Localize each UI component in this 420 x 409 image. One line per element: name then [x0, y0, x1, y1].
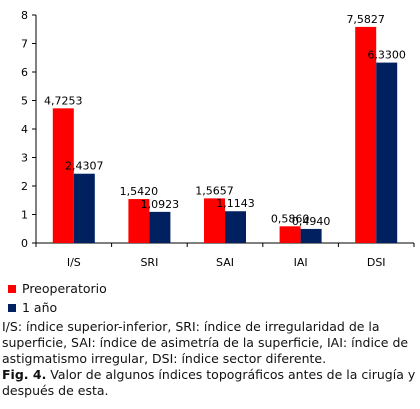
bar-1-año-sri: [149, 211, 171, 243]
y-tick-label: 0: [21, 237, 28, 250]
data-label: 2,4307: [65, 160, 104, 173]
y-tick-label: 2: [21, 180, 28, 193]
data-label: 4,7253: [44, 94, 83, 107]
data-label: 1,1143: [216, 197, 255, 210]
x-tick-label: I/S: [67, 256, 81, 269]
bar-preoperatorio-sri: [128, 199, 150, 243]
y-tick-label: 7: [21, 38, 28, 51]
y-tick-label: 8: [21, 9, 28, 22]
bar-preoperatorio-sai: [204, 198, 225, 243]
y-tick-label: 6: [21, 66, 28, 79]
legend-swatch-preoperatorio: [8, 284, 16, 293]
legend-item-1-ano: 1 año: [8, 300, 57, 315]
data-label: 0,4940: [292, 215, 331, 228]
data-label: 1,5657: [195, 184, 234, 197]
abbreviations-text: I/S: índice superior-inferior, SRI: índi…: [2, 319, 409, 366]
bar-preoperatorio-dsi: [355, 26, 377, 243]
x-tick-label: DSI: [367, 256, 386, 269]
x-tick-label: IAI: [294, 256, 308, 269]
bar-1-año-is: [73, 173, 95, 243]
figure-text: Valor de algunos índices topográficos an…: [2, 367, 416, 398]
data-label: 1,5420: [120, 185, 159, 198]
data-label: 6,3300: [367, 49, 406, 62]
bar-preoperatorio-is: [52, 108, 74, 243]
x-tick-label: SRI: [140, 256, 158, 269]
x-tick-label: SAI: [216, 256, 234, 269]
y-tick-label: 1: [21, 209, 28, 222]
bar-1-año-sai: [225, 211, 246, 243]
data-label: 7,5827: [346, 13, 385, 26]
bar-preoperatorio-iai: [279, 226, 301, 243]
legend-swatch-1-ano: [8, 303, 16, 312]
figure-label: Fig. 4.: [2, 367, 47, 382]
data-label: 1,0923: [141, 198, 180, 211]
y-tick-label: 4: [21, 123, 28, 136]
legend-label-1-ano: 1 año: [22, 300, 58, 315]
figure-caption: I/S: índice superior-inferior, SRI: índi…: [2, 319, 418, 399]
bar-1-año-iai: [300, 228, 322, 243]
bar-1-año-dsi: [376, 62, 398, 243]
data-label: 0,5860: [271, 212, 310, 225]
legend-item-preoperatorio: Preoperatorio: [8, 281, 107, 296]
legend-label-preoperatorio: Preoperatorio: [22, 281, 107, 296]
y-tick-label: 5: [21, 95, 28, 108]
y-tick-label: 3: [21, 152, 28, 165]
figure-title: Fig. 4. Valor de algunos índices topográ…: [2, 367, 418, 399]
